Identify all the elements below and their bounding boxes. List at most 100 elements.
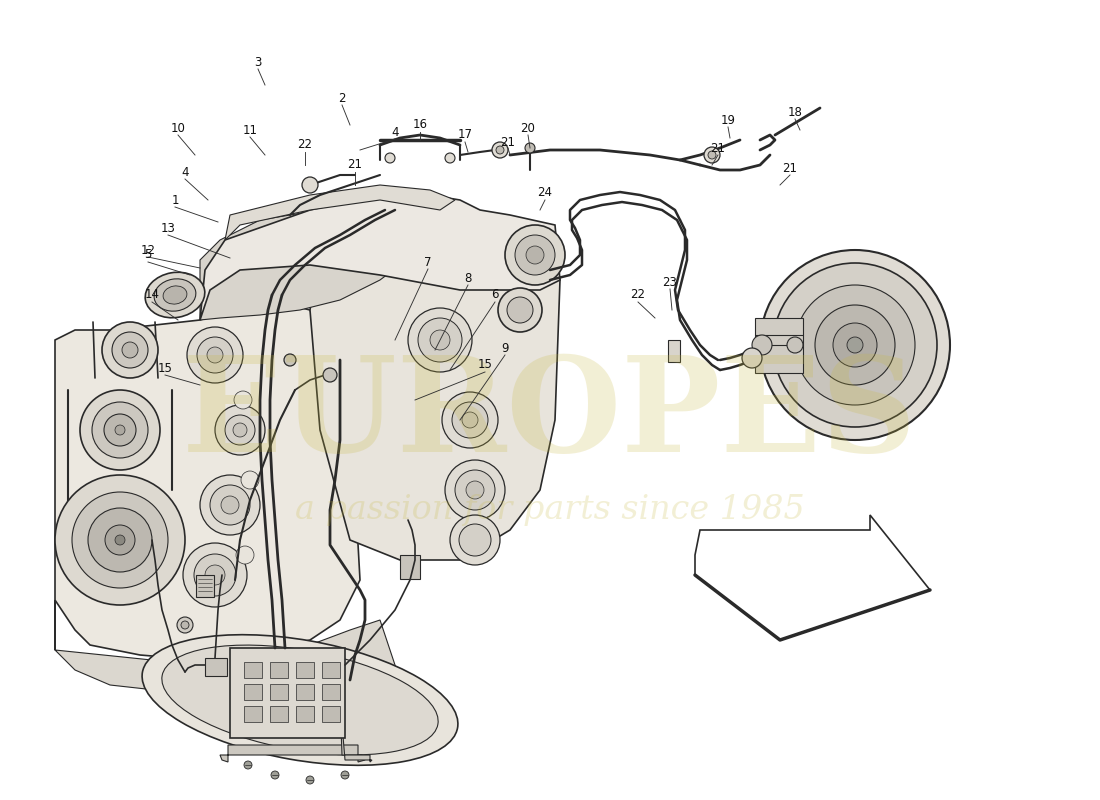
Circle shape	[112, 332, 148, 368]
Circle shape	[773, 263, 937, 427]
Circle shape	[442, 392, 498, 448]
Circle shape	[236, 546, 254, 564]
Circle shape	[271, 771, 279, 779]
Bar	[244, 684, 262, 700]
Circle shape	[197, 337, 233, 373]
Circle shape	[122, 342, 138, 358]
Bar	[322, 684, 340, 700]
Circle shape	[496, 146, 504, 154]
Circle shape	[187, 327, 243, 383]
Text: 14: 14	[144, 289, 159, 302]
Circle shape	[833, 323, 877, 367]
Polygon shape	[55, 300, 360, 660]
Bar	[244, 706, 262, 722]
Circle shape	[200, 475, 260, 535]
Text: 21: 21	[782, 162, 797, 174]
Text: 17: 17	[458, 129, 473, 142]
Text: 1: 1	[172, 194, 178, 206]
Circle shape	[182, 621, 189, 629]
Text: 2: 2	[339, 91, 345, 105]
Circle shape	[459, 524, 491, 556]
Circle shape	[815, 305, 895, 385]
Text: 13: 13	[161, 222, 175, 234]
Text: 4: 4	[182, 166, 189, 178]
Text: 5: 5	[144, 249, 152, 262]
Circle shape	[446, 460, 505, 520]
Circle shape	[104, 414, 136, 446]
Circle shape	[205, 565, 225, 585]
Text: 7: 7	[425, 255, 431, 269]
Bar	[230, 648, 345, 738]
Text: 21: 21	[348, 158, 363, 171]
Circle shape	[526, 246, 544, 264]
Circle shape	[177, 617, 192, 633]
Text: 23: 23	[662, 275, 678, 289]
Circle shape	[752, 335, 772, 355]
Circle shape	[704, 147, 720, 163]
Circle shape	[786, 337, 803, 353]
Circle shape	[847, 337, 864, 353]
Circle shape	[466, 481, 484, 499]
Bar	[400, 555, 420, 579]
Text: EUROPES: EUROPES	[183, 350, 917, 479]
Text: 21: 21	[500, 135, 516, 149]
Bar	[270, 662, 288, 678]
Text: 21: 21	[711, 142, 726, 154]
Circle shape	[462, 412, 478, 428]
Circle shape	[452, 402, 488, 438]
Circle shape	[446, 153, 455, 163]
Bar	[296, 662, 314, 678]
Circle shape	[55, 475, 185, 605]
Bar	[755, 318, 803, 373]
Ellipse shape	[145, 272, 205, 318]
Polygon shape	[200, 210, 420, 320]
Circle shape	[102, 322, 158, 378]
Circle shape	[214, 405, 265, 455]
Text: 15: 15	[157, 362, 173, 374]
Circle shape	[92, 402, 148, 458]
Polygon shape	[695, 515, 930, 640]
Bar	[296, 684, 314, 700]
Text: 15: 15	[477, 358, 493, 371]
Bar	[270, 684, 288, 700]
Ellipse shape	[163, 286, 187, 304]
Bar	[322, 662, 340, 678]
Circle shape	[210, 485, 250, 525]
Circle shape	[207, 347, 223, 363]
Text: 16: 16	[412, 118, 428, 131]
Circle shape	[226, 415, 255, 445]
Circle shape	[760, 250, 950, 440]
Text: 12: 12	[141, 243, 155, 257]
Circle shape	[302, 177, 318, 193]
Text: 9: 9	[502, 342, 508, 354]
Circle shape	[104, 525, 135, 555]
Circle shape	[515, 235, 556, 275]
Polygon shape	[55, 600, 400, 700]
Circle shape	[408, 308, 472, 372]
Circle shape	[525, 143, 535, 153]
Circle shape	[80, 390, 160, 470]
Text: 20: 20	[520, 122, 536, 134]
Text: 10: 10	[170, 122, 186, 134]
Circle shape	[795, 285, 915, 405]
Circle shape	[183, 543, 248, 607]
Bar	[322, 706, 340, 722]
Circle shape	[418, 318, 462, 362]
Text: 4: 4	[392, 126, 398, 138]
Text: 19: 19	[720, 114, 736, 126]
Polygon shape	[220, 745, 365, 762]
Text: 24: 24	[538, 186, 552, 199]
Bar	[296, 706, 314, 722]
Circle shape	[221, 496, 239, 514]
Circle shape	[244, 761, 252, 769]
Circle shape	[306, 776, 313, 784]
Ellipse shape	[142, 634, 458, 766]
Bar	[244, 662, 262, 678]
Circle shape	[341, 771, 349, 779]
Text: 22: 22	[630, 289, 646, 302]
Circle shape	[430, 330, 450, 350]
Circle shape	[323, 368, 337, 382]
Circle shape	[455, 470, 495, 510]
Circle shape	[241, 471, 258, 489]
Circle shape	[498, 288, 542, 332]
